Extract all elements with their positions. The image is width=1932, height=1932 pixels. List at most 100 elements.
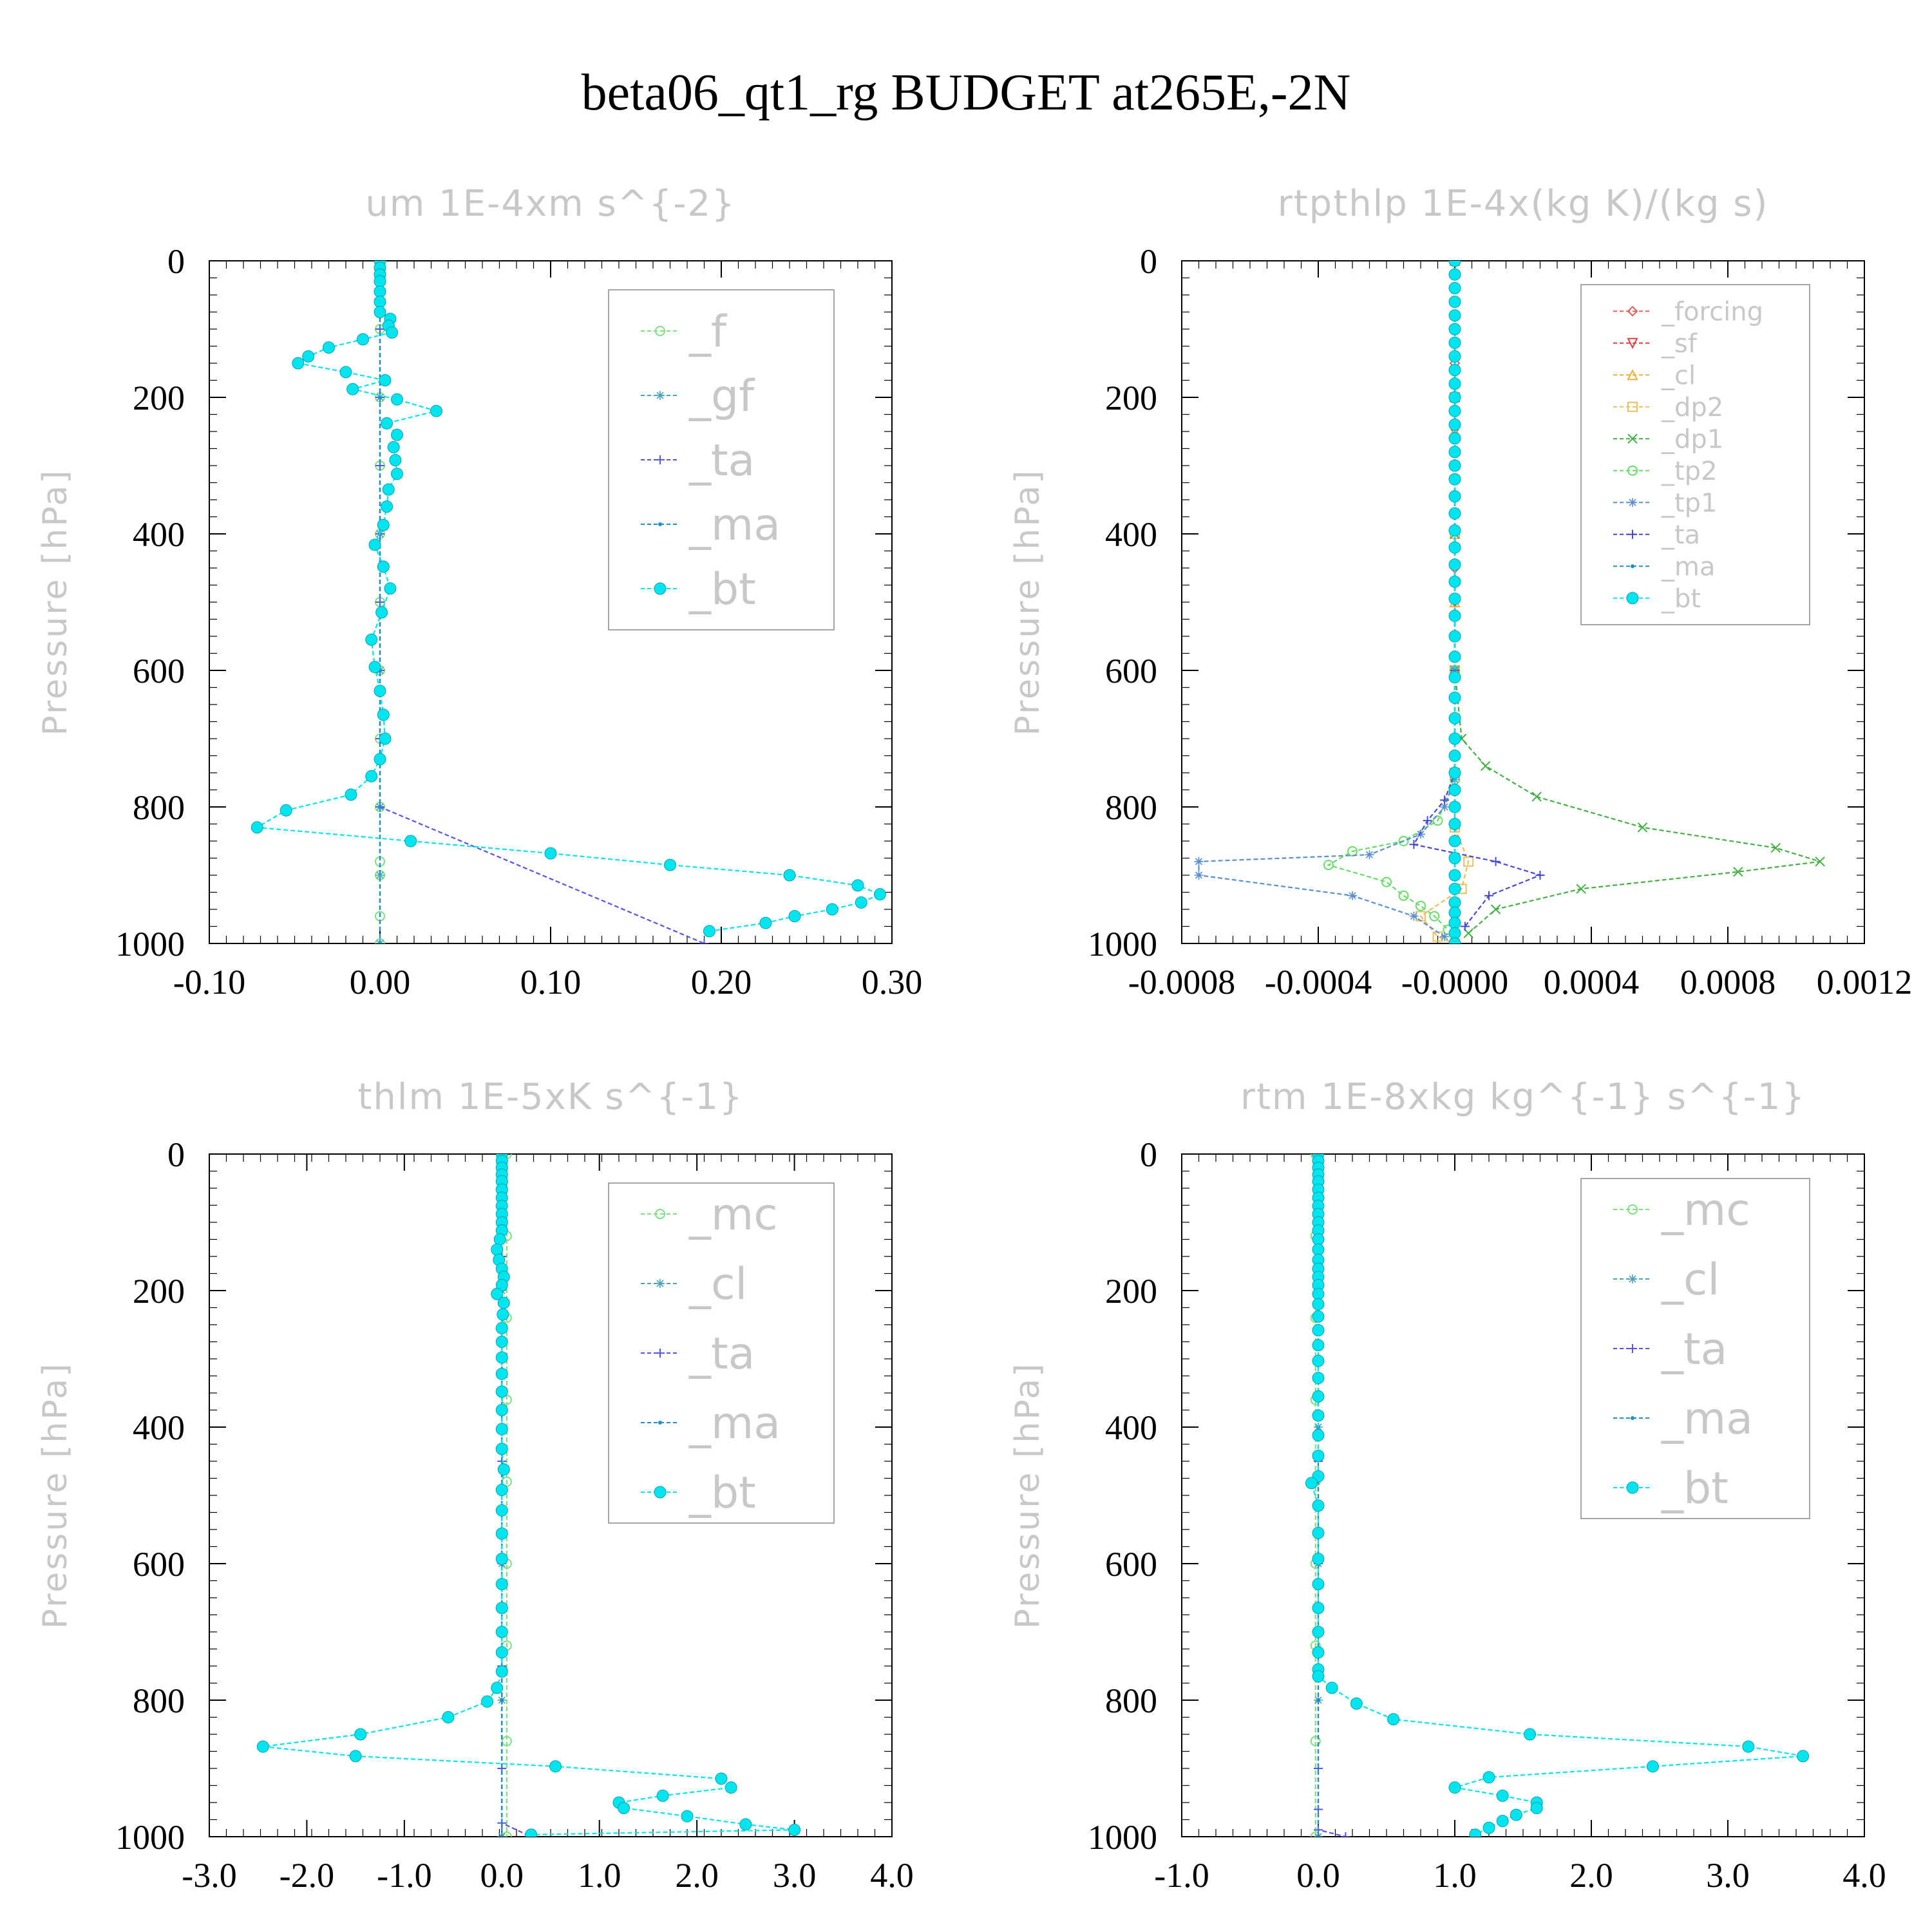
legend-item: _cl <box>1613 1255 1719 1305</box>
data-point <box>381 417 393 430</box>
legend-marker <box>1626 1481 1639 1494</box>
legend-label: _bt <box>688 564 756 615</box>
legend-marker <box>1628 498 1637 507</box>
legend-item: _cl <box>1613 361 1696 390</box>
y-tick-label: 200 <box>1105 379 1157 417</box>
data-point <box>1312 1602 1325 1615</box>
data-point <box>1312 1450 1325 1463</box>
legend: _mc _cl _ta _ma _bt <box>608 1182 835 1524</box>
data-point <box>302 350 315 363</box>
legend-label: _forcing <box>1661 297 1763 327</box>
data-point <box>346 383 359 395</box>
data-point <box>1312 1287 1325 1300</box>
data-point <box>1448 766 1461 779</box>
data-point <box>703 925 715 938</box>
data-point <box>1448 691 1461 704</box>
data-point <box>292 357 305 370</box>
data-point <box>365 770 378 782</box>
data-point <box>1448 818 1461 830</box>
y-tick-label: 600 <box>1105 1545 1157 1584</box>
legend-item: _tp2 <box>1613 457 1718 486</box>
data-point <box>1348 891 1357 900</box>
x-tick-label: 0.20 <box>691 963 752 1001</box>
y-tick-label: 800 <box>133 788 185 827</box>
data-point <box>664 858 676 871</box>
legend-marker <box>1627 1204 1638 1215</box>
legend-label: _ta <box>688 435 755 486</box>
data-point <box>1797 1750 1810 1763</box>
data-point <box>357 333 369 346</box>
data-point <box>1440 795 1450 805</box>
legend-item: _ta <box>1613 520 1700 550</box>
data-point <box>442 1711 455 1723</box>
data-point <box>1448 541 1461 554</box>
y-tick-label: 0 <box>167 242 185 281</box>
data-point <box>1770 842 1781 853</box>
data-point <box>382 483 395 496</box>
data-point <box>1409 840 1419 849</box>
legend-label: _cl <box>1661 361 1696 390</box>
y-tick-label: 600 <box>1105 652 1157 690</box>
y-axis-label: Pressure [hPa] <box>36 1362 75 1629</box>
y-tick-label: 1000 <box>115 1818 185 1857</box>
legend-marker <box>1628 1344 1637 1353</box>
x-tick-label: 4.0 <box>870 1856 914 1895</box>
series-line <box>1198 261 1456 938</box>
data-point <box>1312 1243 1325 1256</box>
data-point <box>1312 1646 1325 1659</box>
legend-label: _ma <box>688 1398 781 1449</box>
data-point <box>1448 281 1461 294</box>
data-point <box>1409 911 1419 921</box>
data-point <box>656 1789 669 1802</box>
data-point <box>1194 871 1204 880</box>
y-tick-label: 1000 <box>1088 1818 1157 1857</box>
y-tick-label: 1000 <box>115 925 185 963</box>
data-point <box>387 440 400 453</box>
legend-item: _forcing <box>1613 297 1763 327</box>
y-tick-label: 400 <box>1105 1408 1157 1447</box>
data-point <box>1312 1354 1325 1367</box>
x-tick-label: 3.0 <box>1706 1856 1750 1895</box>
data-point <box>495 1504 508 1517</box>
data-point <box>495 1602 508 1615</box>
data-point <box>391 468 403 480</box>
legend: _mc _cl _ta _ma _bt <box>1580 1178 1810 1519</box>
legend-item: _mc <box>641 1189 778 1240</box>
data-point <box>495 1385 508 1398</box>
data-point <box>1448 784 1461 796</box>
data-point <box>323 341 335 354</box>
data-point <box>681 1810 694 1823</box>
data-point <box>855 896 867 909</box>
y-tick-label: 800 <box>1105 1681 1157 1720</box>
data-point <box>500 1835 504 1837</box>
x-tick-label: 0.0008 <box>1680 963 1776 1001</box>
data-point <box>1323 860 1334 871</box>
data-point <box>1398 836 1409 846</box>
data-point <box>378 942 382 943</box>
data-point <box>378 805 382 809</box>
data-point <box>1524 1728 1537 1741</box>
y-tick-label: 600 <box>133 1545 185 1584</box>
x-tick-label: -0.0004 <box>1265 963 1372 1001</box>
legend-marker <box>656 391 665 400</box>
x-tick-label: 1.0 <box>1433 1856 1477 1895</box>
data-point <box>1312 1553 1325 1566</box>
data-point <box>1448 882 1461 895</box>
data-point <box>1310 1832 1321 1837</box>
data-point <box>549 1760 562 1773</box>
legend-label: _f <box>688 307 728 357</box>
data-point <box>1312 1233 1325 1245</box>
series-group <box>251 261 886 943</box>
legend-label: _dp2 <box>1661 393 1723 422</box>
data-point <box>1531 791 1542 802</box>
data-point <box>1381 876 1392 887</box>
data-point <box>1448 350 1461 363</box>
legend-item: _gf <box>641 371 755 422</box>
legend-label: _tp1 <box>1661 488 1718 518</box>
data-point <box>1312 1526 1325 1539</box>
legend-item: _ta <box>641 1329 755 1379</box>
legend-marker <box>1631 1416 1634 1420</box>
data-point <box>493 1233 506 1245</box>
data-point <box>1448 296 1461 308</box>
data-point <box>495 1484 508 1497</box>
